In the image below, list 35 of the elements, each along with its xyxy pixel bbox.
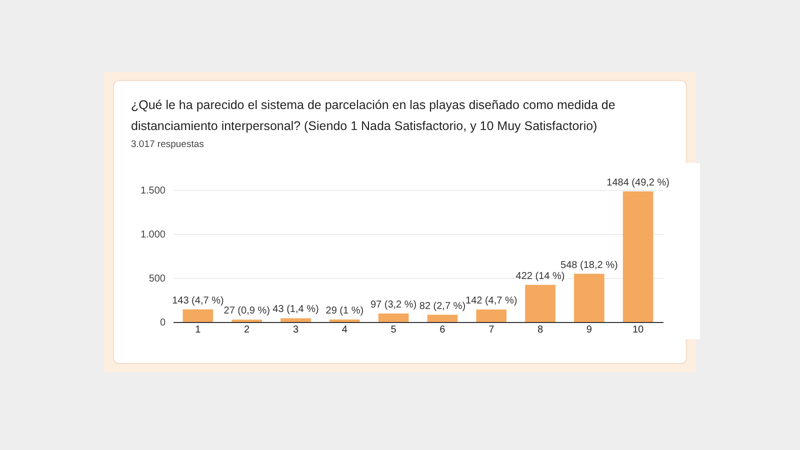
data-label: 422 (14 %) <box>516 270 565 282</box>
data-label: 142 (4,7 %) <box>466 296 518 307</box>
data-label: 143 (4,7 %) <box>172 295 224 306</box>
bar <box>622 191 654 322</box>
bar <box>574 274 604 322</box>
bar <box>378 313 409 322</box>
bar <box>525 284 556 322</box>
y-tick-label: 0 <box>160 318 166 328</box>
bar <box>476 310 507 322</box>
x-tick-label: 1 <box>195 324 202 336</box>
chart-title: ¿Qué le ha parecido el sistema de parcelación en las playas diseñado como medida de distanciamiento interpersonal? (Siendo 1 Nada Satisfactorio, y 10 Muy Satisfactorio) <box>131 97 616 135</box>
y-tick-label: 1.000 <box>140 230 166 240</box>
bar <box>427 314 458 322</box>
chart-subtitle: 3.017 respuestas <box>131 139 204 150</box>
data-label: 27 (0,9 %) <box>224 306 270 317</box>
data-label: 97 (3,2 %) <box>370 299 417 310</box>
bar <box>280 318 311 322</box>
x-tick-label: 9 <box>586 324 592 336</box>
x-tick-label: 8 <box>537 324 544 336</box>
x-tick-label: 7 <box>488 324 495 336</box>
bar <box>329 319 360 322</box>
x-tick-label: 10 <box>632 324 644 336</box>
y-tick-label: 1.500 <box>140 186 166 196</box>
x-tick-label: 6 <box>440 324 446 336</box>
x-tick-label: 3 <box>292 324 299 336</box>
data-label: 29 (1 %) <box>326 305 364 316</box>
x-tick-label: 2 <box>244 324 250 336</box>
data-label: 82 (2,7 %) <box>419 300 466 312</box>
bar <box>182 309 214 322</box>
x-tick-label: 4 <box>342 324 348 336</box>
data-label: 548 (18,2 %) <box>560 260 618 271</box>
data-label: 1484 (49,2 %) <box>606 177 670 188</box>
x-tick-label: 5 <box>390 324 397 336</box>
data-label: 43 (1,4 %) <box>272 304 319 316</box>
y-tick-label: 500 <box>148 274 166 284</box>
